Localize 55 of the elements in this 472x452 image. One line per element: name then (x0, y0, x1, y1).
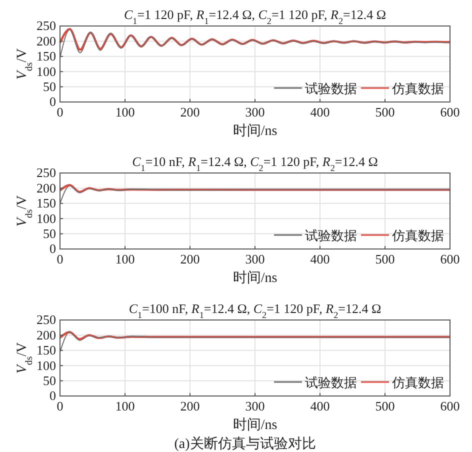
line-series (58, 184, 452, 193)
x-tick-label: 400 (310, 252, 330, 267)
legend-label: 仿真数据 (391, 375, 444, 390)
x-tick-label: 400 (310, 104, 330, 120)
y-tick-label: 250 (36, 165, 56, 180)
y-tick-label: 250 (36, 312, 56, 328)
x-tick-label: 600 (440, 104, 460, 120)
legend-label: 试验数据 (305, 81, 357, 96)
y-tick-label: 100 (36, 210, 56, 226)
x-axis-title: 时间/ns (232, 417, 278, 433)
y-tick-label: 100 (36, 64, 56, 79)
x-tick-label: 200 (180, 104, 200, 120)
x-tick-label: 200 (180, 398, 200, 414)
y-tick-label: 50 (43, 78, 56, 94)
x-tick-label: 500 (375, 398, 395, 414)
x-tick-label: 300 (245, 398, 265, 414)
y-tick-label: 0 (50, 388, 56, 404)
x-tick-label: 600 (440, 398, 460, 414)
y-tick-label: 150 (36, 48, 56, 64)
legend-label: 仿真数据 (391, 81, 444, 96)
line-series (60, 185, 450, 204)
y-tick-label: 0 (50, 241, 56, 256)
chart-title: C$_{1}$=100 nF, R$_{1}$=12.4 Ω, C$_{2}$=1 120 pF, R$_{2}$=12.4 Ω (128, 301, 382, 320)
chart-title: C$_{1}$=10 nF, R$_{1}$=12.4 Ω, C$_{2}$=1 120 pF, R$_{2}$=12.4 Ω (132, 154, 378, 173)
legend-label: 试验数据 (305, 375, 357, 390)
x-tick-label: 500 (375, 252, 395, 267)
x-tick-label: 100 (115, 104, 135, 120)
x-tick-label: 400 (310, 398, 330, 414)
x-tick-label: 300 (245, 252, 265, 267)
y-tick-label: 50 (43, 372, 56, 388)
x-tick-label: 100 (115, 252, 135, 267)
x-axis-title: 时间/ns (232, 270, 278, 286)
x-tick-label: 500 (375, 104, 395, 120)
x-tick-label: 600 (440, 252, 460, 267)
y-tick-label: 50 (43, 226, 56, 241)
line-series (60, 29, 450, 58)
legend-label: 仿真数据 (391, 228, 444, 243)
line-series (60, 331, 450, 352)
y-tick-label: 250 (36, 18, 56, 34)
line-series (58, 331, 452, 340)
y-tick-label: 150 (36, 342, 56, 358)
y-tick-label: 200 (36, 327, 56, 342)
y-tick-label: 0 (50, 94, 56, 110)
x-tick-label: 100 (115, 398, 135, 414)
y-tick-label: 150 (36, 196, 56, 211)
x-tick-label: 200 (180, 252, 200, 267)
text: (a)关断仿真与试验对比 (174, 436, 316, 452)
chart-title: C$_{1}$=1 120 pF, R$_{1}$=12.4 Ω, C$_{2}$=1 120 pF, R$_{2}$=12.4 Ω (124, 7, 386, 26)
y-tick-label: 200 (36, 180, 56, 196)
legend-label: 试验数据 (305, 228, 357, 243)
x-axis-title: 时间/ns (232, 123, 278, 139)
y-tick-label: 100 (36, 358, 56, 373)
line-series (58, 28, 452, 51)
x-tick-label: 300 (245, 104, 265, 120)
y-tick-label: 200 (36, 33, 56, 48)
